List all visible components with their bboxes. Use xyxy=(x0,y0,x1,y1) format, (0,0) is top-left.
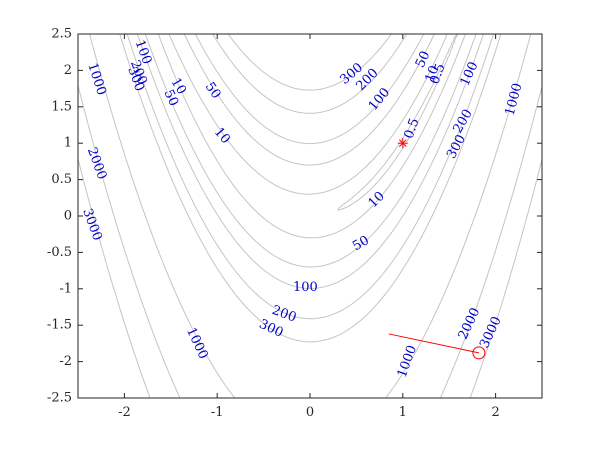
y-tick-label: 1.5 xyxy=(51,99,72,114)
x-tick-label: -2 xyxy=(118,405,131,420)
contour-label: 50 xyxy=(413,49,434,70)
contour-level-3000 xyxy=(77,158,543,399)
contour-label: 10 xyxy=(168,76,189,98)
contour-level-300 xyxy=(119,33,502,343)
contour-lines xyxy=(77,33,543,399)
y-tick-label: -0.5 xyxy=(47,245,72,260)
contour-level-200 xyxy=(126,33,494,320)
contour-label: 10 xyxy=(423,64,443,85)
path-line xyxy=(388,333,479,354)
markers xyxy=(388,138,486,360)
x-tick-label: 2 xyxy=(491,405,499,420)
contour-label: 0.5 xyxy=(401,116,422,141)
contour-level-10 xyxy=(157,33,466,239)
y-tick-label: -1 xyxy=(59,281,72,296)
y-tick-label: 1 xyxy=(64,136,72,151)
y-tick-label: 0.5 xyxy=(51,172,72,187)
x-axis: -2 -1 0 1 2 xyxy=(118,34,500,420)
contour-label: 50 xyxy=(161,87,182,108)
x-tick-label: 0 xyxy=(306,405,314,420)
contour-level-50 xyxy=(144,33,477,268)
start-point-marker xyxy=(472,346,486,360)
contour-level-100 xyxy=(136,33,484,289)
plot-area xyxy=(78,34,542,398)
y-tick-label: -2.5 xyxy=(47,391,72,406)
y-tick-label: 2 xyxy=(64,63,72,78)
minimum-marker xyxy=(397,138,408,149)
x-tick-label: 1 xyxy=(399,405,407,420)
contour-label: 50 xyxy=(350,233,372,254)
x-tick-label: -1 xyxy=(211,405,224,420)
contour-label: 0.5 xyxy=(427,62,448,87)
contour-label: 100 xyxy=(293,280,318,295)
contour-level-2000 xyxy=(77,85,543,399)
y-tick-label: 2.5 xyxy=(51,27,72,42)
contour-level-1000 xyxy=(89,33,532,399)
y-tick-label: 0 xyxy=(64,209,72,224)
y-axis: -2.5 -2 -1.5 -1 -0.5 0 0.5 1 1.5 2 2.5 xyxy=(47,27,542,406)
y-tick-label: -1.5 xyxy=(47,318,72,333)
y-tick-label: -2 xyxy=(59,354,72,369)
